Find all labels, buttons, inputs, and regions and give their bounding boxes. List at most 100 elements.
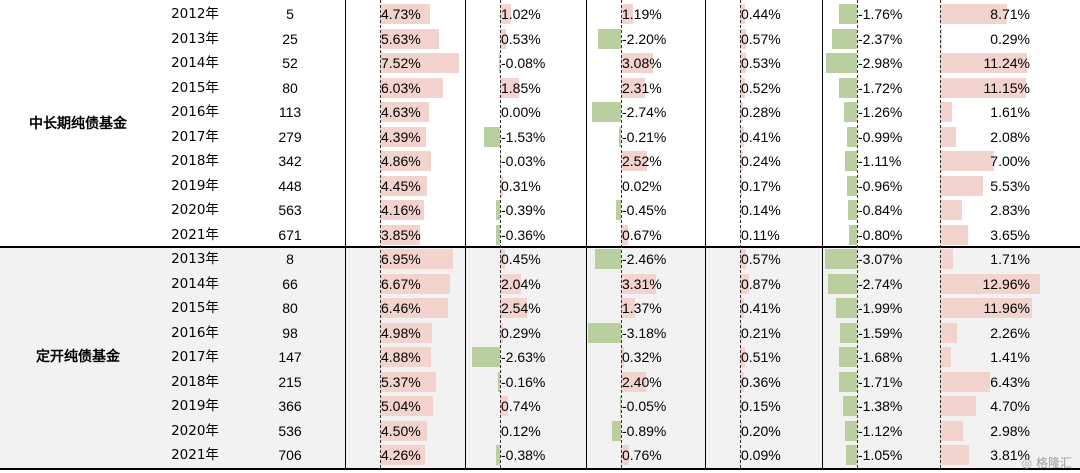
value-cell: 1.71%	[990, 251, 1030, 267]
value-bar	[621, 445, 629, 465]
value-bar	[496, 445, 500, 465]
value-bar	[495, 200, 500, 220]
fund-count-cell: 536	[278, 422, 302, 439]
value-cell: 1.37%	[622, 300, 662, 316]
value-bar	[845, 420, 857, 441]
value-cell: 1.19%	[622, 6, 662, 22]
value-bar	[620, 396, 621, 416]
table-row: 2012年 5 4.73% 1.02% 1.19% 0.44% -1.76% 8.71%	[0, 2, 1080, 27]
value-cell: 3.85%	[381, 226, 421, 243]
value-cell: -0.21%	[622, 128, 667, 145]
value-bar	[940, 4, 1008, 24]
value-cell: 0.41%	[741, 300, 781, 316]
value-cell: 2.04%	[501, 275, 541, 292]
value-bar	[380, 249, 453, 269]
value-cell: -1.99%	[858, 300, 903, 316]
group-label-open-end: 定开纯债基金	[36, 349, 120, 366]
value-bar	[380, 322, 433, 343]
value-cell: 0.20%	[741, 422, 781, 439]
value-bar	[740, 28, 746, 49]
value-cell: 0.15%	[741, 398, 781, 414]
value-cell: 0.12%	[501, 422, 541, 439]
value-cell: -2.37%	[858, 30, 903, 47]
value-cell: 4.88%	[381, 349, 421, 365]
bar-axis	[621, 0, 622, 468]
value-cell: 11.15%	[983, 79, 1030, 96]
value-cell: -1.72%	[858, 79, 903, 96]
value-bar	[380, 347, 432, 367]
value-cell: 2.52%	[622, 153, 662, 169]
value-cell: -1.71%	[858, 373, 903, 390]
fund-count-cell: 706	[278, 447, 302, 463]
value-cell: 0.21%	[741, 324, 781, 341]
value-cell: 2.83%	[990, 202, 1030, 218]
value-cell: 0.17%	[741, 177, 781, 194]
value-bar	[500, 322, 504, 343]
value-bar	[500, 4, 511, 24]
value-cell: 0.09%	[741, 447, 781, 463]
value-cell: 6.03%	[381, 79, 421, 96]
table-row: 2014年 66 6.67% 2.04% 3.31% 0.87% -2.74% 12.96%	[0, 272, 1080, 297]
value-bar	[483, 126, 500, 147]
value-bar	[621, 53, 654, 73]
table-row: 2021年 671 3.85% -0.36% 0.67% 0.11% -0.80% 3.65%	[0, 223, 1080, 248]
value-cell: 4.98%	[381, 324, 421, 341]
value-cell: -1.68%	[858, 349, 903, 365]
value-bar	[848, 200, 857, 220]
table-row: 2014年 52 7.52% -0.08% 3.08% 0.53% -2.98% 11.24%	[0, 51, 1080, 76]
value-bar	[621, 151, 648, 171]
value-bar	[740, 273, 750, 294]
value-cell: -0.45%	[622, 202, 667, 218]
table-row: 2018年 215 5.37% -0.16% 2.40% 0.36% -1.71% 6.43%	[0, 370, 1080, 395]
year-cell: 2014年	[171, 55, 219, 71]
value-cell: -2.63%	[501, 349, 546, 365]
year-cell: 2012年	[171, 6, 219, 22]
value-cell: -0.08%	[501, 55, 546, 71]
value-bar	[740, 371, 744, 392]
value-bar	[828, 273, 857, 294]
table-row: 2013年 8 6.95% 0.45% -2.46% 0.57% -3.07% 1.71%	[0, 247, 1080, 272]
table-bottom-border	[0, 467, 1080, 470]
value-bar	[472, 347, 500, 367]
value-cell: 1.85%	[501, 79, 541, 96]
value-bar	[621, 4, 634, 24]
value-cell: 3.08%	[622, 55, 662, 71]
value-bar	[940, 420, 963, 441]
value-bar	[496, 224, 500, 245]
value-cell: -3.18%	[622, 324, 667, 341]
value-cell: 0.45%	[501, 251, 541, 267]
column-separator	[822, 0, 823, 468]
value-bar	[380, 396, 433, 416]
value-bar	[499, 53, 500, 73]
value-cell: -0.96%	[858, 177, 903, 194]
value-bar	[616, 200, 621, 220]
fund-count-cell: 8	[286, 251, 294, 267]
value-bar	[940, 200, 962, 220]
value-cell: 3.81%	[990, 447, 1030, 463]
value-bar	[740, 4, 745, 24]
value-cell: 3.65%	[990, 226, 1030, 243]
value-bar	[380, 175, 427, 196]
value-cell: -1.11%	[858, 153, 902, 169]
value-cell: 0.36%	[741, 373, 781, 390]
value-bar	[940, 249, 954, 269]
table-row: 2019年 448 4.45% 0.31% 0.02% 0.17% -0.96% 5.53%	[0, 174, 1080, 199]
value-cell: -0.84%	[858, 202, 903, 218]
value-bar	[587, 322, 621, 343]
table-row: 2016年 98 4.98% 0.29% -3.18% 0.21% -1.59% 2.26%	[0, 321, 1080, 346]
value-cell: 4.45%	[381, 177, 421, 194]
fund-count-cell: 342	[278, 153, 302, 169]
value-cell: 0.52%	[741, 79, 781, 96]
value-bar	[380, 298, 448, 318]
value-cell: 6.95%	[381, 251, 421, 267]
value-cell: -3.07%	[858, 251, 903, 267]
value-cell: 4.86%	[381, 153, 421, 169]
value-cell: -1.26%	[858, 104, 903, 120]
value-cell: 3.31%	[622, 275, 662, 292]
value-bar	[380, 224, 421, 245]
column-separator	[465, 0, 466, 468]
value-cell: -2.74%	[622, 104, 667, 120]
fund-count-cell: 5	[286, 6, 294, 22]
value-bar	[832, 28, 857, 49]
